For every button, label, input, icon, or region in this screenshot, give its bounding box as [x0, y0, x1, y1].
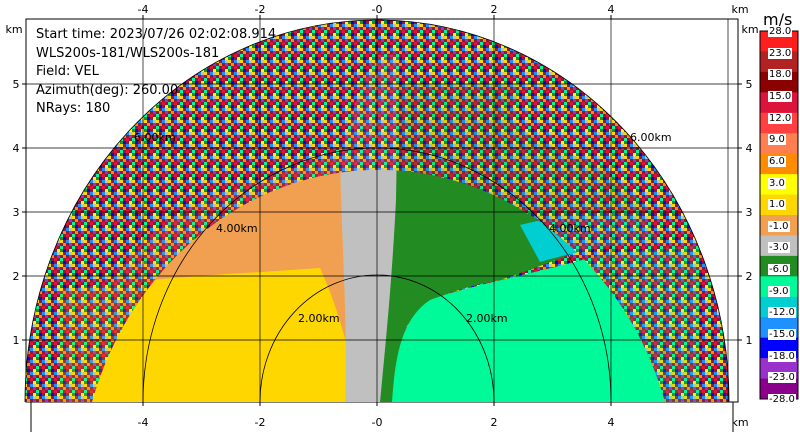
- colorbar-tick-label: 18.0: [768, 69, 793, 81]
- x-tick-bottom-2: -2: [255, 416, 266, 429]
- range-rings: [24, 19, 730, 403]
- y-tick-right-2: 2: [746, 270, 753, 283]
- colorbar-tick-label: -12.0: [768, 307, 796, 319]
- start-time: Start time: 2023/07/26 02:02:08.914: [36, 27, 277, 42]
- x-tick-bottom-1: -4: [138, 416, 149, 429]
- ring-label-2km-right: 2.00km: [466, 312, 508, 325]
- grid-lines: [26, 19, 738, 402]
- colorbar-tick-label: 6.0: [768, 155, 786, 167]
- colorbar-title: m/s: [763, 10, 793, 29]
- colorbar-tick-label: -3.0: [768, 242, 790, 254]
- y-unit-left: km: [5, 23, 22, 36]
- colorbar: [759, 30, 799, 400]
- ring-label-6km-right: 6.00km: [630, 131, 672, 144]
- station-name: WLS200s-181/WLS200s-181: [36, 45, 220, 61]
- x-unit-bottom: km: [731, 416, 748, 429]
- ring-label-2km-left: 2.00km: [298, 312, 340, 325]
- ring-2km: [259, 274, 495, 403]
- y-tick-right-5: 5: [746, 78, 753, 91]
- colorbar-tick-label: -28.0: [768, 394, 796, 405]
- ring-4km: [142, 147, 612, 403]
- x-tick-top-4: 2: [491, 3, 498, 16]
- colorbar-tick-label: 9.0: [768, 134, 786, 146]
- colorbar-tick-label: -18.0: [768, 350, 796, 362]
- colorbar-tick-label: 12.0: [768, 112, 793, 124]
- x-unit-top: km: [731, 3, 748, 16]
- colorbar-tick-label: 28.0: [768, 26, 793, 37]
- x-tick-bottom-4: 2: [491, 416, 498, 429]
- ring-6km: [24, 19, 730, 403]
- nrays: NRays: 180: [36, 101, 111, 116]
- colorbar-tick-label: 1.0: [768, 199, 786, 211]
- y-tick-left-4: 4: [13, 142, 20, 155]
- colorbar-tick-label: 15.0: [768, 90, 793, 102]
- y-tick-left-2: 2: [13, 270, 20, 283]
- colorbar-tick-label: -9.0: [768, 285, 790, 297]
- azimuth: Azimuth(deg): 260.00: [36, 82, 179, 98]
- colorbar-tick-label: -23.0: [768, 372, 796, 384]
- y-unit-right: km: [741, 23, 758, 36]
- y-tick-right-1: 1: [746, 334, 753, 347]
- ring-label-4km-left: 4.00km: [216, 222, 258, 235]
- y-tick-left-5: 5: [13, 78, 20, 91]
- colorbar-tick-label: -6.0: [768, 264, 790, 276]
- y-tick-right-4: 4: [746, 142, 753, 155]
- y-tick-left-1: 1: [13, 334, 20, 347]
- x-tick-top-2: -2: [255, 3, 266, 16]
- colorbar-tick-label: -15.0: [768, 329, 796, 341]
- ring-label-6km-left: 6.00km: [134, 131, 176, 144]
- x-tick-top-5: 4: [608, 3, 615, 16]
- x-tick-top-1: -4: [138, 3, 149, 16]
- y-tick-right-3: 3: [746, 206, 753, 219]
- x-tick-bottom-3: -0: [372, 416, 383, 429]
- ring-label-4km-right: 4.00km: [549, 222, 591, 235]
- colorbar-tick-label: -1.0: [768, 220, 790, 232]
- y-tick-left-3: 3: [13, 206, 20, 219]
- colorbar-tick-label: 3.0: [768, 177, 786, 189]
- x-tick-bottom-5: 4: [608, 416, 615, 429]
- colorbar-tick-label: 23.0: [768, 47, 793, 59]
- scan-info: Start time: 2023/07/26 02:02:08.914 WLS20…: [36, 26, 276, 119]
- x-tick-top-3: -0: [372, 3, 383, 16]
- field-name: Field: VEL: [36, 64, 99, 79]
